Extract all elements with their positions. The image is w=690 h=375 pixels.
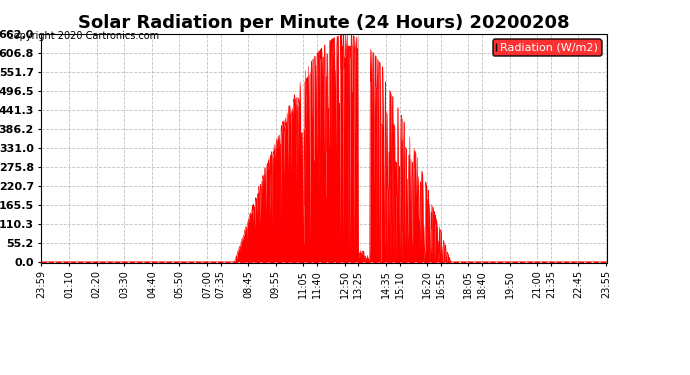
Legend: Radiation (W/m2): Radiation (W/m2)	[493, 39, 602, 56]
Title: Solar Radiation per Minute (24 Hours) 20200208: Solar Radiation per Minute (24 Hours) 20…	[79, 14, 570, 32]
Text: Copyright 2020 Cartronics.com: Copyright 2020 Cartronics.com	[7, 32, 159, 41]
